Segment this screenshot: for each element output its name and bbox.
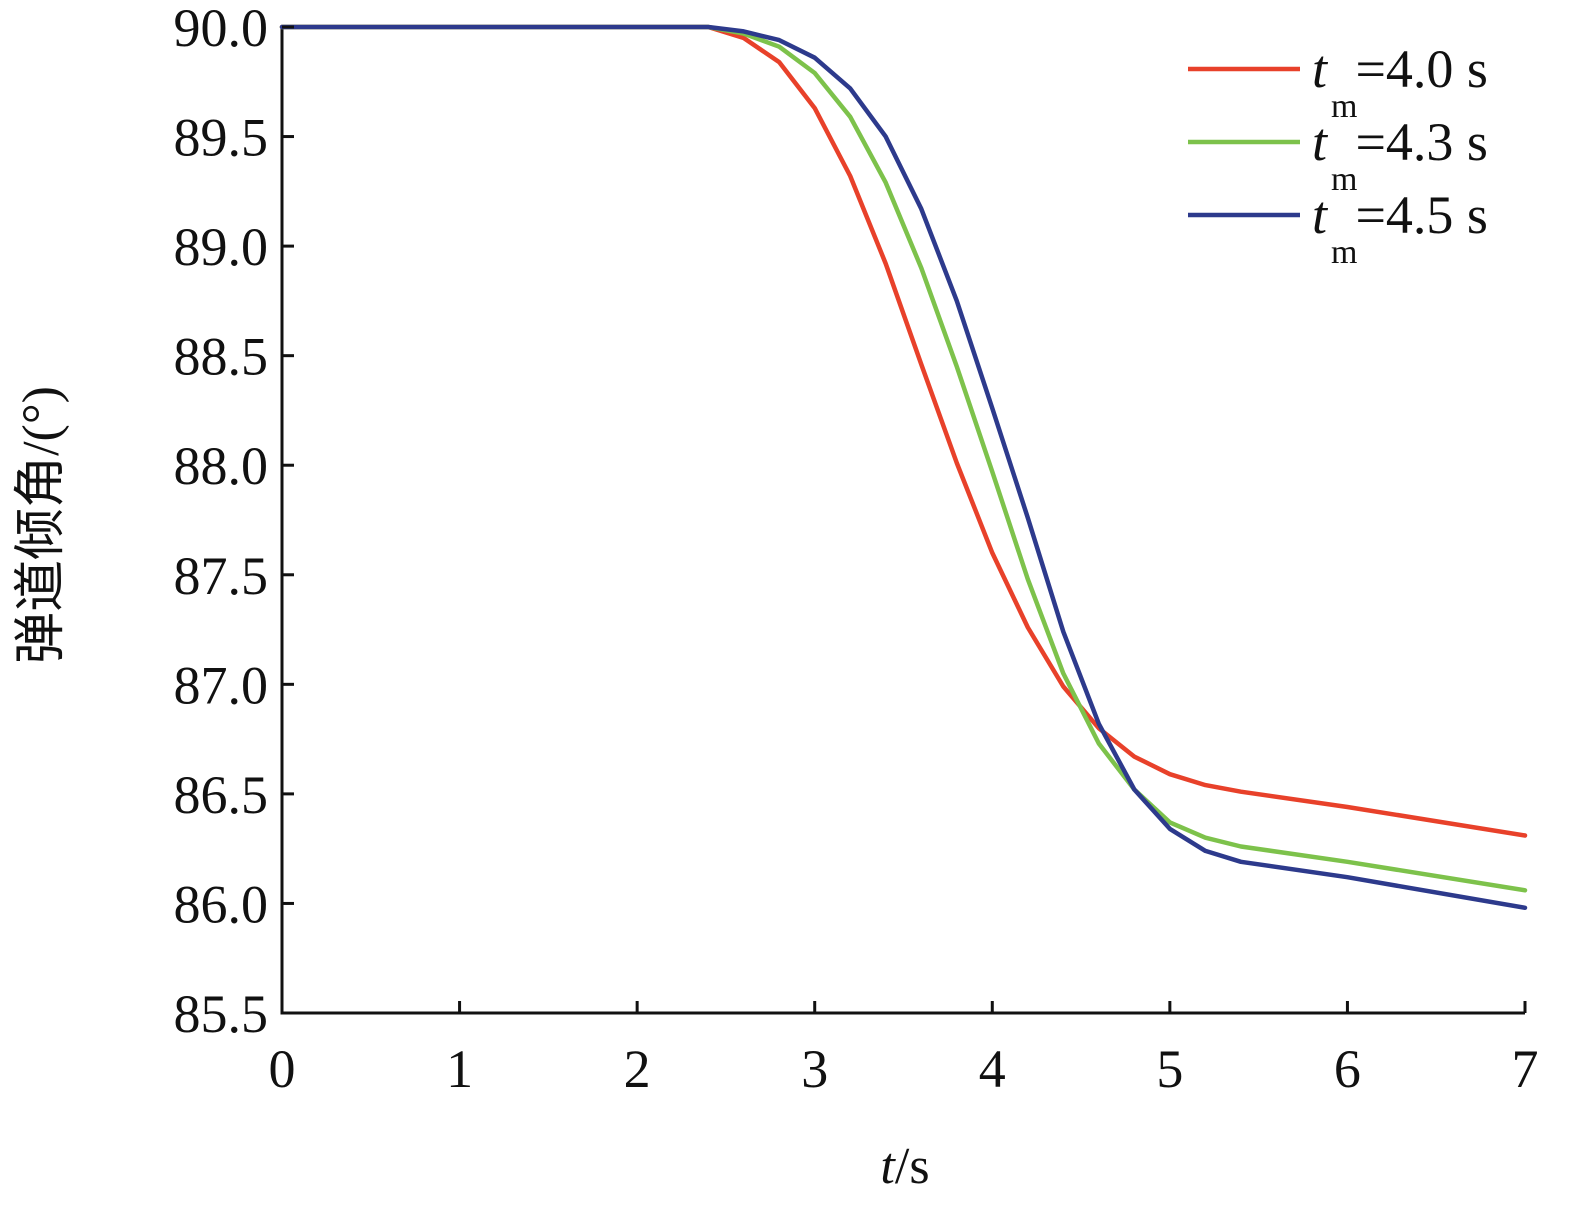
x-axis-title-unit: /s	[895, 1138, 930, 1195]
x-tick-label: 7	[1512, 1039, 1539, 1099]
x-tick-label: 3	[801, 1039, 828, 1099]
legend-subscript: m	[1331, 88, 1357, 125]
x-tick-label: 2	[624, 1039, 651, 1099]
legend-subscript: m	[1331, 161, 1357, 198]
legend-label: tm=4.3 s	[1312, 112, 1488, 198]
legend-entry: tm=4.0 s	[1188, 39, 1488, 125]
legend-var: t	[1312, 39, 1329, 99]
legend-var: t	[1312, 112, 1329, 172]
legend-value: =4.3 s	[1355, 112, 1487, 172]
legend-entry: tm=4.5 s	[1188, 185, 1488, 271]
legend-label: tm=4.5 s	[1312, 185, 1488, 271]
y-tick-label: 86.5	[174, 765, 269, 825]
series-layer	[279, 24, 1528, 911]
y-tick-label: 88.5	[174, 327, 269, 387]
legend-label: tm=4.0 s	[1312, 39, 1488, 125]
y-tick-label: 87.5	[174, 546, 269, 606]
x-tick-label: 4	[979, 1039, 1006, 1099]
series-line	[279, 24, 1528, 893]
legend: tm=4.0 stm=4.3 stm=4.5 s	[1188, 39, 1488, 271]
legend-entry: tm=4.3 s	[1188, 112, 1488, 198]
legend-value: =4.5 s	[1355, 185, 1487, 245]
y-axis-title: 弹道倾角/(°)	[13, 386, 70, 664]
x-axis-title-var: t	[880, 1138, 896, 1195]
y-tick-label: 87.0	[174, 655, 269, 715]
x-tick-label: 6	[1334, 1039, 1361, 1099]
y-axis-ticks: 85.5 86.0 86.5 87.0 87.5 88.0 88.5 89.0 89.5 90.0	[174, 0, 294, 1044]
x-tick-label: 5	[1156, 1039, 1183, 1099]
y-tick-label: 85.5	[174, 984, 269, 1044]
x-tick-label: 0	[269, 1039, 296, 1099]
legend-var: t	[1312, 185, 1329, 245]
x-tick-label: 1	[446, 1039, 473, 1099]
x-axis-ticks: 0 1 2 3 4 5 6 7	[269, 1001, 1539, 1099]
y-tick-label: 90.0	[174, 0, 269, 58]
y-tick-label: 89.0	[174, 217, 269, 277]
y-tick-label: 89.5	[174, 108, 269, 168]
y-tick-label: 86.0	[174, 874, 269, 934]
x-axis-title: t/s	[880, 1138, 929, 1195]
series-line	[279, 24, 1528, 838]
legend-value: =4.0 s	[1355, 39, 1487, 99]
legend-subscript: m	[1331, 234, 1357, 271]
y-tick-label: 88.0	[174, 436, 269, 496]
series-line	[279, 24, 1528, 911]
